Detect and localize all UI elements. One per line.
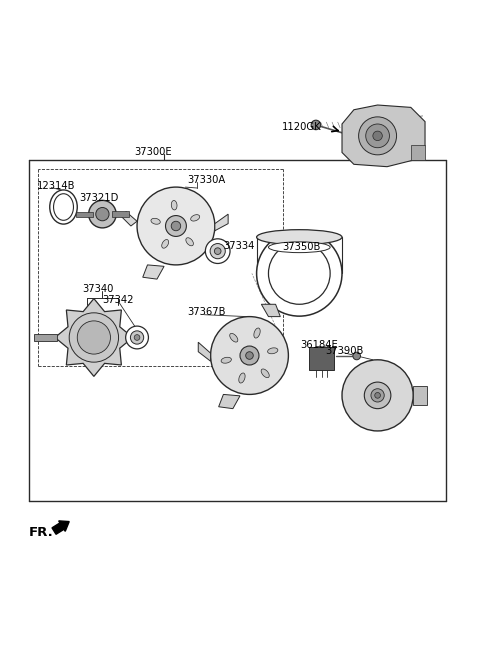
- Polygon shape: [342, 105, 425, 167]
- Text: 37342: 37342: [102, 295, 134, 306]
- Text: 37367B: 37367B: [187, 308, 226, 318]
- Circle shape: [69, 313, 119, 362]
- Circle shape: [342, 359, 413, 431]
- Text: 37350B: 37350B: [283, 242, 321, 253]
- Circle shape: [240, 346, 259, 365]
- Ellipse shape: [191, 215, 200, 221]
- Circle shape: [353, 352, 360, 359]
- Text: FR.: FR.: [29, 527, 54, 539]
- Ellipse shape: [162, 239, 168, 248]
- Ellipse shape: [257, 230, 342, 245]
- Ellipse shape: [261, 369, 269, 378]
- Polygon shape: [121, 212, 137, 226]
- Polygon shape: [411, 146, 425, 159]
- Circle shape: [126, 326, 148, 349]
- Text: 37330A: 37330A: [187, 175, 225, 185]
- Ellipse shape: [186, 237, 193, 246]
- Text: 37334: 37334: [223, 241, 255, 251]
- FancyArrow shape: [52, 521, 69, 534]
- Polygon shape: [34, 334, 57, 341]
- Polygon shape: [112, 211, 129, 217]
- Circle shape: [131, 331, 144, 344]
- Polygon shape: [131, 334, 144, 341]
- Circle shape: [77, 321, 110, 354]
- Text: 37340: 37340: [83, 284, 114, 294]
- Text: 37390B: 37390B: [325, 346, 364, 356]
- Circle shape: [137, 187, 215, 265]
- Circle shape: [166, 216, 186, 236]
- Circle shape: [311, 120, 321, 130]
- Polygon shape: [215, 214, 228, 231]
- Circle shape: [210, 243, 225, 258]
- Polygon shape: [55, 298, 133, 377]
- Text: 36184E: 36184E: [301, 340, 338, 350]
- Polygon shape: [198, 342, 211, 361]
- Polygon shape: [261, 304, 280, 317]
- Circle shape: [373, 131, 383, 140]
- Text: 12314B: 12314B: [37, 180, 75, 191]
- Ellipse shape: [239, 373, 245, 383]
- Circle shape: [268, 243, 330, 304]
- Circle shape: [171, 221, 180, 231]
- Circle shape: [211, 317, 288, 394]
- Polygon shape: [76, 212, 93, 216]
- Ellipse shape: [221, 358, 231, 363]
- Polygon shape: [143, 265, 164, 279]
- Ellipse shape: [96, 207, 109, 221]
- Text: 1120GK: 1120GK: [282, 122, 322, 133]
- Circle shape: [359, 117, 396, 155]
- Ellipse shape: [54, 194, 73, 220]
- Polygon shape: [309, 347, 334, 370]
- Ellipse shape: [151, 218, 160, 224]
- Ellipse shape: [89, 200, 116, 228]
- Ellipse shape: [171, 201, 177, 210]
- Ellipse shape: [268, 242, 330, 253]
- Text: 37300E: 37300E: [135, 146, 172, 157]
- Circle shape: [257, 231, 342, 316]
- Circle shape: [364, 382, 391, 409]
- Text: 37321D: 37321D: [80, 194, 119, 203]
- Ellipse shape: [267, 348, 278, 354]
- Circle shape: [366, 124, 389, 148]
- Polygon shape: [413, 386, 427, 405]
- Circle shape: [205, 239, 230, 264]
- Ellipse shape: [50, 190, 77, 224]
- Ellipse shape: [230, 333, 238, 342]
- Circle shape: [215, 248, 221, 255]
- Circle shape: [246, 352, 253, 359]
- Polygon shape: [219, 394, 240, 409]
- Circle shape: [134, 335, 140, 340]
- Ellipse shape: [254, 328, 260, 338]
- Circle shape: [371, 389, 384, 402]
- Circle shape: [375, 392, 381, 398]
